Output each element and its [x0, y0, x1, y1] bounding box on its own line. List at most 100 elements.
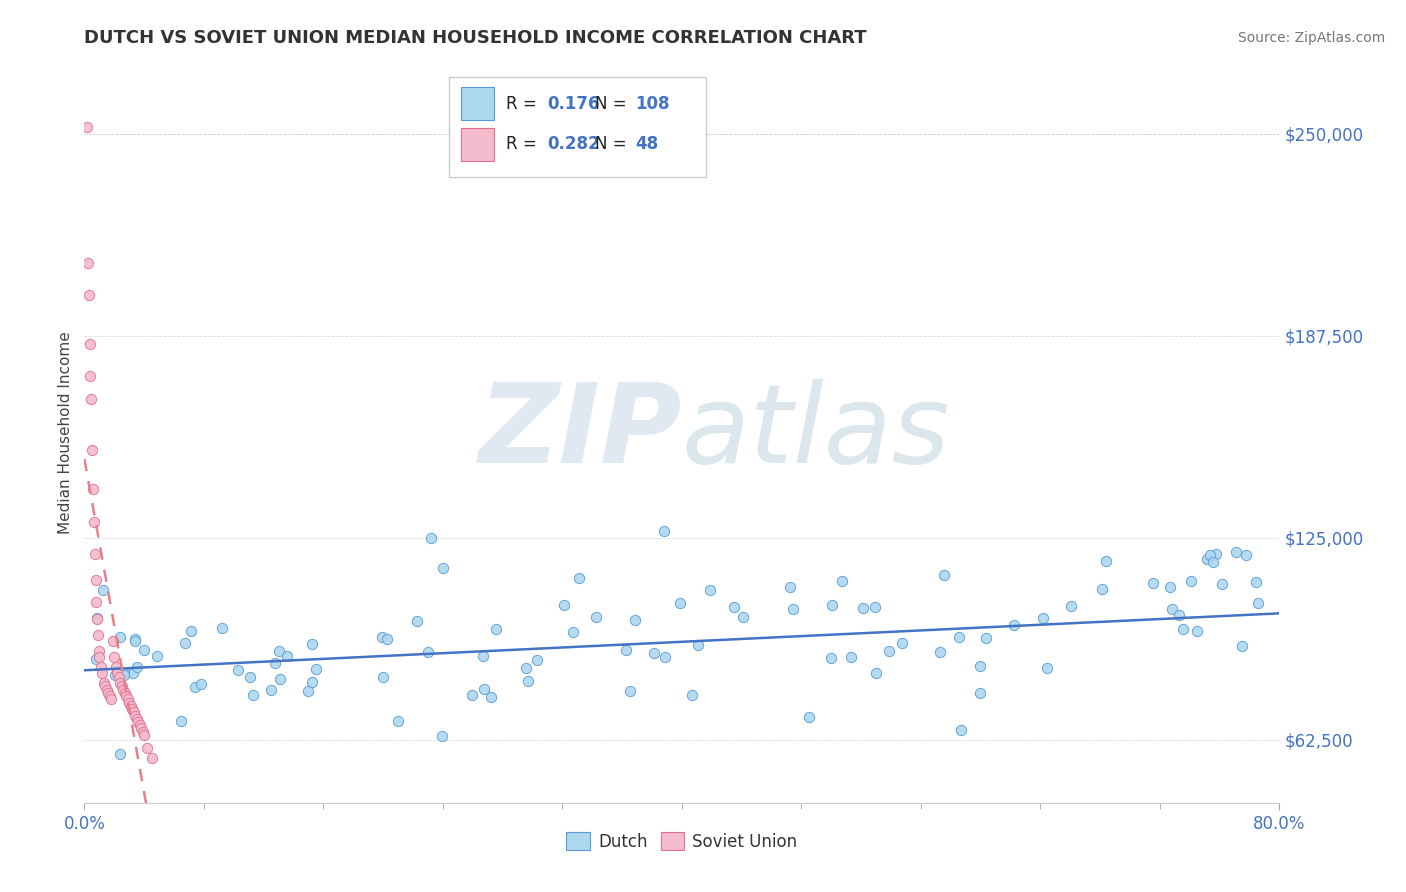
Point — [89, 650, 111, 665]
Point — [1211, 577, 1233, 591]
Point — [614, 642, 637, 657]
Point — [1225, 544, 1247, 558]
Point — [184, 681, 207, 695]
Point — [852, 601, 875, 615]
Point — [84, 573, 107, 587]
Point — [1234, 548, 1257, 562]
Point — [269, 672, 291, 686]
Point — [430, 729, 453, 743]
Point — [643, 646, 665, 660]
Point — [1036, 661, 1059, 675]
Point — [129, 722, 152, 736]
Point — [94, 680, 117, 694]
Point — [1159, 580, 1181, 594]
Point — [112, 668, 135, 682]
Point — [118, 696, 141, 710]
Point — [474, 681, 496, 696]
Point — [83, 515, 105, 529]
Point — [124, 708, 146, 723]
Point — [619, 683, 641, 698]
Point — [239, 670, 262, 684]
Point — [932, 568, 955, 582]
Point — [515, 661, 537, 675]
Point — [820, 651, 842, 665]
Point — [371, 631, 394, 645]
Point — [260, 682, 283, 697]
Point — [108, 747, 131, 762]
Point — [86, 611, 108, 625]
Point — [1167, 607, 1189, 622]
Point — [1002, 617, 1025, 632]
Text: R =: R = — [506, 136, 543, 153]
Point — [553, 599, 575, 613]
Point — [91, 666, 114, 681]
Point — [79, 336, 101, 351]
Point — [97, 686, 120, 700]
Point — [1091, 582, 1114, 597]
Point — [821, 598, 844, 612]
Point — [93, 676, 115, 690]
Point — [125, 712, 148, 726]
Point — [115, 689, 138, 703]
Point — [1247, 596, 1270, 610]
Point — [387, 714, 409, 729]
Point — [471, 648, 494, 663]
Text: DUTCH VS SOVIET UNION MEDIAN HOUSEHOLD INCOME CORRELATION CHART: DUTCH VS SOVIET UNION MEDIAN HOUSEHOLD I… — [84, 29, 868, 47]
Point — [723, 600, 745, 615]
Point — [114, 686, 136, 700]
Point — [416, 645, 439, 659]
Point — [127, 714, 149, 729]
Point — [141, 750, 163, 764]
Point — [132, 728, 156, 742]
Point — [974, 631, 997, 645]
Text: 0.282: 0.282 — [547, 136, 599, 153]
Point — [1161, 602, 1184, 616]
Point — [136, 740, 159, 755]
Point — [969, 659, 991, 673]
Point — [516, 673, 538, 688]
Point — [891, 636, 914, 650]
Point — [276, 648, 298, 663]
Point — [104, 667, 127, 681]
Point — [107, 670, 129, 684]
Point — [86, 651, 108, 665]
Point — [105, 665, 128, 679]
Point — [948, 631, 970, 645]
Point — [180, 624, 202, 638]
Point — [1032, 610, 1054, 624]
Point — [121, 702, 143, 716]
FancyBboxPatch shape — [461, 128, 495, 161]
Point — [526, 652, 548, 666]
Point — [1171, 623, 1194, 637]
Point — [797, 710, 820, 724]
Point — [1244, 574, 1267, 589]
Point — [80, 392, 103, 406]
Point — [585, 610, 607, 624]
Point — [127, 660, 149, 674]
Point — [122, 666, 145, 681]
Legend: Dutch, Soviet Union: Dutch, Soviet Union — [560, 825, 804, 857]
Point — [879, 643, 901, 657]
Point — [301, 674, 323, 689]
Point — [301, 637, 323, 651]
Point — [779, 580, 801, 594]
Point — [1060, 599, 1083, 614]
Text: N =: N = — [595, 136, 631, 153]
Point — [105, 666, 128, 681]
Point — [82, 443, 104, 458]
Point — [100, 692, 122, 706]
Point — [681, 688, 703, 702]
Text: 108: 108 — [636, 95, 669, 112]
Point — [568, 571, 591, 585]
Text: Source: ZipAtlas.com: Source: ZipAtlas.com — [1237, 31, 1385, 45]
Point — [124, 632, 146, 646]
Point — [174, 635, 197, 649]
Point — [432, 560, 454, 574]
Point — [733, 610, 755, 624]
Point — [624, 613, 647, 627]
Point — [375, 632, 398, 646]
Point — [406, 614, 429, 628]
Point — [305, 662, 328, 676]
Point — [1180, 574, 1202, 589]
Point — [76, 120, 98, 134]
